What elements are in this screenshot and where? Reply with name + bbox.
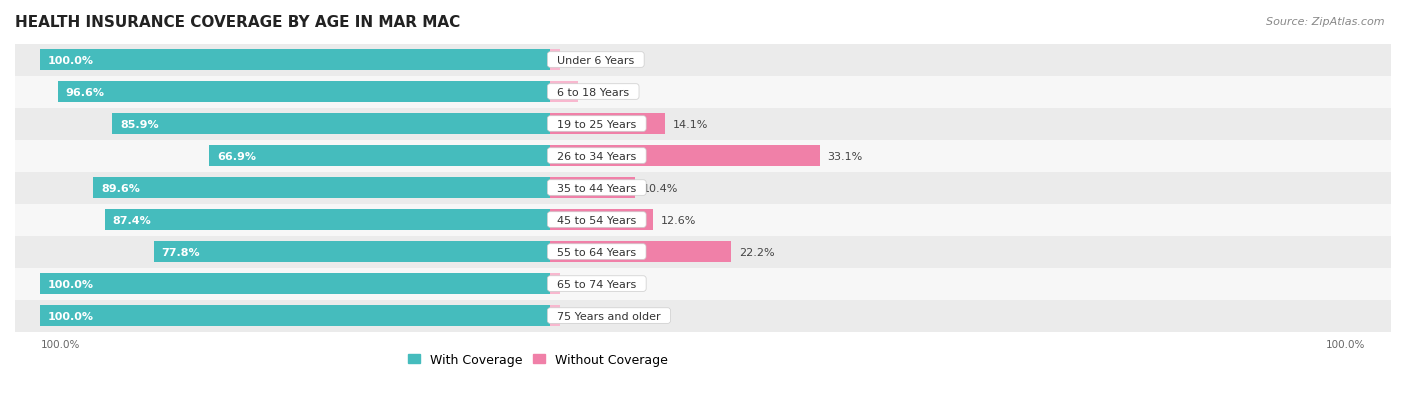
Text: 100.0%: 100.0% [48, 311, 94, 321]
Text: 0.0%: 0.0% [562, 311, 591, 321]
Bar [93, 177, 550, 199]
Text: Under 6 Years: Under 6 Years [550, 55, 641, 65]
Bar [15, 76, 1391, 108]
Bar [550, 177, 636, 199]
Bar [550, 241, 731, 263]
Text: 89.6%: 89.6% [101, 183, 141, 193]
Text: 85.9%: 85.9% [120, 119, 159, 129]
Text: 33.1%: 33.1% [828, 151, 863, 161]
Bar [15, 140, 1391, 172]
Bar [112, 114, 550, 135]
Bar [104, 209, 550, 231]
Text: 77.8%: 77.8% [162, 247, 200, 257]
Bar [15, 268, 1391, 300]
Bar [15, 300, 1391, 332]
Text: 65 to 74 Years: 65 to 74 Years [550, 279, 644, 289]
Legend: With Coverage, Without Coverage: With Coverage, Without Coverage [402, 348, 673, 371]
Bar [15, 108, 1391, 140]
Text: 19 to 25 Years: 19 to 25 Years [550, 119, 644, 129]
Text: 87.4%: 87.4% [112, 215, 150, 225]
Bar [550, 50, 561, 71]
Text: 45 to 54 Years: 45 to 54 Years [550, 215, 644, 225]
Text: 100.0%: 100.0% [48, 55, 94, 65]
Text: 0.0%: 0.0% [562, 279, 591, 289]
Text: 100.0%: 100.0% [41, 339, 80, 349]
Text: Source: ZipAtlas.com: Source: ZipAtlas.com [1267, 17, 1385, 26]
Bar [15, 45, 1391, 76]
Bar [41, 50, 550, 71]
Text: 22.2%: 22.2% [738, 247, 775, 257]
Bar [550, 81, 578, 103]
Bar [15, 236, 1391, 268]
Text: 100.0%: 100.0% [48, 279, 94, 289]
Text: 12.6%: 12.6% [661, 215, 696, 225]
Text: 14.1%: 14.1% [672, 119, 709, 129]
Bar [58, 81, 550, 103]
Text: 26 to 34 Years: 26 to 34 Years [550, 151, 644, 161]
Bar [15, 204, 1391, 236]
Text: 35 to 44 Years: 35 to 44 Years [550, 183, 644, 193]
Text: 100.0%: 100.0% [1326, 339, 1365, 349]
Bar [550, 114, 665, 135]
Bar [550, 273, 561, 295]
Bar [550, 209, 652, 231]
Text: 6 to 18 Years: 6 to 18 Years [550, 87, 637, 97]
Text: 66.9%: 66.9% [217, 151, 256, 161]
Text: 10.4%: 10.4% [643, 183, 678, 193]
Text: 3.4%: 3.4% [585, 87, 614, 97]
Bar [550, 145, 820, 167]
Text: HEALTH INSURANCE COVERAGE BY AGE IN MAR MAC: HEALTH INSURANCE COVERAGE BY AGE IN MAR … [15, 15, 460, 30]
Text: 55 to 64 Years: 55 to 64 Years [550, 247, 643, 257]
Text: 0.0%: 0.0% [562, 55, 591, 65]
Text: 75 Years and older: 75 Years and older [550, 311, 668, 321]
Bar [41, 305, 550, 327]
Bar [41, 273, 550, 295]
Bar [550, 305, 561, 327]
Bar [209, 145, 550, 167]
Bar [15, 172, 1391, 204]
Bar [153, 241, 550, 263]
Text: 96.6%: 96.6% [66, 87, 104, 97]
